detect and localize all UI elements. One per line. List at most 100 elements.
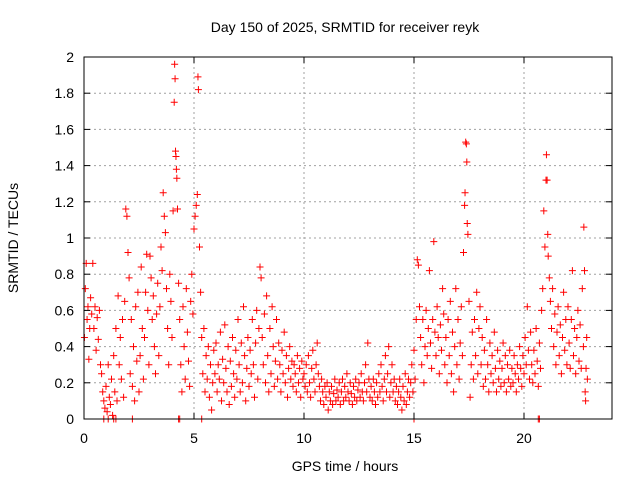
- data-point: [347, 390, 355, 398]
- data-point: [432, 352, 440, 360]
- data-point: [232, 346, 240, 354]
- data-point: [180, 343, 188, 351]
- data-point: [502, 388, 510, 396]
- data-point: [198, 334, 206, 342]
- data-point: [410, 346, 418, 354]
- data-point: [583, 334, 591, 342]
- data-point: [146, 252, 154, 260]
- data-point: [560, 288, 568, 296]
- data-point: [166, 270, 174, 278]
- data-point: [557, 370, 565, 378]
- data-point: [135, 388, 143, 396]
- data-point: [255, 325, 263, 332]
- data-point: [454, 315, 462, 323]
- data-point: [342, 393, 350, 401]
- data-point: [106, 401, 114, 409]
- data-point: [208, 406, 216, 414]
- data-point: [113, 397, 121, 405]
- data-point: [264, 352, 272, 360]
- data-point: [88, 310, 96, 318]
- data-point: [467, 361, 475, 369]
- data-point: [89, 259, 97, 267]
- data-point: [544, 252, 552, 260]
- data-point: [334, 393, 342, 401]
- data-point: [254, 375, 262, 383]
- data-point: [330, 390, 338, 398]
- data-point: [143, 250, 151, 258]
- data-point: [419, 315, 427, 323]
- data-point: [126, 370, 134, 378]
- data-point: [343, 370, 351, 378]
- data-point: [443, 379, 451, 387]
- data-point: [282, 352, 290, 360]
- data-point: [530, 346, 538, 354]
- data-point: [364, 339, 372, 347]
- data-point: [323, 379, 331, 387]
- data-point: [561, 346, 569, 354]
- data-point: [123, 212, 131, 220]
- y-tick-label: 0.6: [55, 302, 75, 318]
- data-point: [388, 361, 396, 369]
- data-point: [337, 388, 345, 396]
- data-point: [178, 388, 186, 396]
- data-point: [332, 397, 340, 405]
- data-point: [210, 346, 218, 354]
- data-point: [344, 388, 352, 396]
- data-point: [209, 379, 217, 387]
- data-point: [197, 288, 205, 296]
- data-point: [458, 352, 466, 360]
- data-point: [256, 263, 264, 271]
- data-point: [307, 393, 315, 401]
- data-point: [284, 393, 291, 401]
- data-point: [434, 334, 442, 342]
- data-point: [513, 361, 521, 369]
- data-point: [115, 361, 123, 369]
- data-point: [397, 393, 405, 401]
- data-point: [320, 401, 328, 409]
- data-point: [108, 375, 115, 383]
- data-point: [139, 375, 147, 383]
- data-point: [267, 370, 275, 378]
- x-tick-label: 0: [80, 430, 88, 446]
- data-point: [416, 303, 423, 311]
- data-point: [290, 361, 298, 369]
- data-point: [521, 334, 529, 342]
- data-point: [121, 297, 129, 305]
- data-point: [408, 361, 416, 369]
- y-tick-label: 1.4: [55, 158, 75, 174]
- data-point: [428, 364, 436, 372]
- data-point: [312, 361, 320, 369]
- data-point: [353, 397, 361, 405]
- data-point: [104, 361, 112, 369]
- data-point: [567, 315, 575, 323]
- data-point: [238, 379, 246, 387]
- data-point: [287, 375, 295, 383]
- data-point: [181, 375, 189, 383]
- data-point: [407, 379, 415, 387]
- data-point: [421, 343, 429, 351]
- data-point: [329, 401, 337, 409]
- data-point: [164, 325, 172, 332]
- data-point: [103, 408, 111, 416]
- data-point: [400, 397, 408, 405]
- data-point: [230, 370, 238, 378]
- data-point: [515, 375, 522, 383]
- data-point: [141, 334, 148, 342]
- data-point: [165, 361, 173, 369]
- data-point: [445, 352, 453, 360]
- data-point: [172, 165, 180, 173]
- data-point: [535, 339, 543, 347]
- data-point: [486, 339, 494, 347]
- data-point: [509, 379, 517, 387]
- data-point: [439, 285, 447, 293]
- data-point: [451, 343, 459, 351]
- data-point: [154, 279, 162, 287]
- data-point: [396, 375, 404, 383]
- data-point: [476, 303, 484, 311]
- data-point: [279, 370, 287, 378]
- data-point: [263, 292, 271, 300]
- data-point: [490, 328, 498, 336]
- data-point: [551, 310, 559, 318]
- data-point: [85, 355, 93, 363]
- data-point: [504, 361, 511, 369]
